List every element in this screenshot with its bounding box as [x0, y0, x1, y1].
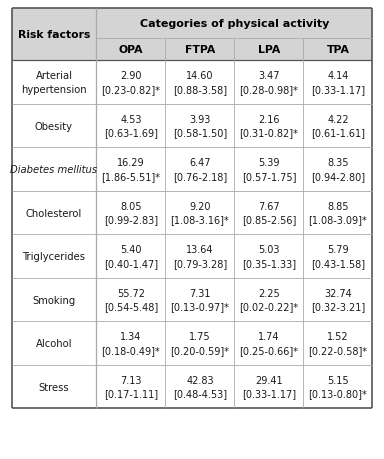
Text: Alcohol: Alcohol [36, 338, 72, 348]
Text: 7.67
[0.85-2.56]: 7.67 [0.85-2.56] [242, 202, 296, 224]
Bar [12, 105, 372, 148]
Text: 16.29
[1.86-5.51]*: 16.29 [1.86-5.51]* [101, 158, 161, 181]
Text: 2.16
[0.31-0.82]*: 2.16 [0.31-0.82]* [240, 115, 298, 138]
Text: 1.52
[0.22-0.58]*: 1.52 [0.22-0.58]* [308, 332, 367, 355]
Text: 2.25
[0.02-0.22]*: 2.25 [0.02-0.22]* [239, 288, 298, 312]
Text: Arterial
hypertension: Arterial hypertension [21, 71, 87, 95]
Bar [12, 148, 372, 191]
Text: 4.22
[0.61-1.61]: 4.22 [0.61-1.61] [311, 115, 365, 138]
Text: 8.05
[0.99-2.83]: 8.05 [0.99-2.83] [104, 202, 158, 224]
Text: OPA: OPA [119, 45, 143, 55]
Text: 9.20
[1.08-3.16]*: 9.20 [1.08-3.16]* [170, 202, 229, 224]
Text: Cholesterol: Cholesterol [26, 208, 82, 218]
Text: 4.14
[0.33-1.17]: 4.14 [0.33-1.17] [311, 71, 365, 95]
Bar [12, 61, 372, 105]
Text: 6.47
[0.76-2.18]: 6.47 [0.76-2.18] [173, 158, 227, 181]
Text: Smoking: Smoking [32, 295, 76, 305]
Bar [12, 235, 372, 278]
Text: 3.93
[0.58-1.50]: 3.93 [0.58-1.50] [173, 115, 227, 138]
Text: 7.31
[0.13-0.97]*: 7.31 [0.13-0.97]* [170, 288, 229, 312]
Text: 1.75
[0.20-0.59]*: 1.75 [0.20-0.59]* [170, 332, 229, 355]
Text: 29.41
[0.33-1.17]: 29.41 [0.33-1.17] [242, 375, 296, 398]
Text: TPA: TPA [326, 45, 349, 55]
Text: 5.79
[0.43-1.58]: 5.79 [0.43-1.58] [311, 245, 365, 268]
Text: 1.34
[0.18-0.49]*: 1.34 [0.18-0.49]* [101, 332, 160, 355]
Bar [12, 9, 96, 61]
Text: 5.03
[0.35-1.33]: 5.03 [0.35-1.33] [242, 245, 296, 268]
Bar [96, 9, 372, 39]
Text: 55.72
[0.54-5.48]: 55.72 [0.54-5.48] [104, 288, 158, 312]
Bar [12, 278, 372, 322]
Text: Stress: Stress [39, 382, 69, 392]
Text: FTPA: FTPA [185, 45, 215, 55]
Text: LPA: LPA [258, 45, 280, 55]
Text: 2.90
[0.23-0.82]*: 2.90 [0.23-0.82]* [101, 71, 161, 95]
Bar [12, 322, 372, 365]
Text: 4.53
[0.63-1.69]: 4.53 [0.63-1.69] [104, 115, 158, 138]
Bar [12, 365, 372, 409]
Text: Diabetes mellitus: Diabetes mellitus [10, 165, 98, 175]
Text: 5.39
[0.57-1.75]: 5.39 [0.57-1.75] [242, 158, 296, 181]
Text: Triglycerides: Triglycerides [22, 252, 85, 262]
Text: 14.60
[0.88-3.58]: 14.60 [0.88-3.58] [173, 71, 227, 95]
Text: 5.40
[0.40-1.47]: 5.40 [0.40-1.47] [104, 245, 158, 268]
Text: 3.47
[0.28-0.98]*: 3.47 [0.28-0.98]* [240, 71, 298, 95]
Text: 32.74
[0.32-3.21]: 32.74 [0.32-3.21] [311, 288, 365, 312]
Text: 1.74
[0.25-0.66]*: 1.74 [0.25-0.66]* [240, 332, 298, 355]
Bar [12, 191, 372, 235]
Text: Obesity: Obesity [35, 121, 73, 131]
Text: 5.15
[0.13-0.80]*: 5.15 [0.13-0.80]* [309, 375, 367, 398]
Text: Categories of physical activity: Categories of physical activity [140, 19, 329, 29]
Text: 7.13
[0.17-1.11]: 7.13 [0.17-1.11] [104, 375, 158, 398]
Text: Risk factors: Risk factors [18, 30, 90, 40]
Bar [96, 39, 372, 61]
Text: 42.83
[0.48-4.53]: 42.83 [0.48-4.53] [173, 375, 227, 398]
Text: 8.85
[1.08-3.09]*: 8.85 [1.08-3.09]* [309, 202, 367, 224]
Text: 8.35
[0.94-2.80]: 8.35 [0.94-2.80] [311, 158, 365, 181]
Text: 13.64
[0.79-3.28]: 13.64 [0.79-3.28] [173, 245, 227, 268]
